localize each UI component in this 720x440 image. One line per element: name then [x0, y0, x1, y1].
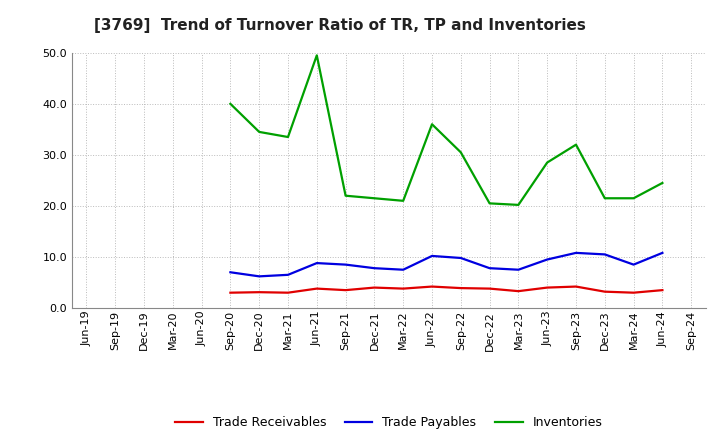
- Trade Receivables: [428, 284, 436, 289]
- Trade Payables: [572, 250, 580, 256]
- Inventories: [312, 53, 321, 58]
- Trade Payables: [600, 252, 609, 257]
- Trade Payables: [370, 266, 379, 271]
- Trade Receivables: [284, 290, 292, 295]
- Inventories: [485, 201, 494, 206]
- Trade Receivables: [658, 287, 667, 293]
- Trade Payables: [341, 262, 350, 267]
- Trade Payables: [514, 267, 523, 272]
- Line: Inventories: Inventories: [230, 55, 662, 205]
- Trade Receivables: [226, 290, 235, 295]
- Trade Payables: [428, 253, 436, 259]
- Trade Receivables: [572, 284, 580, 289]
- Legend: Trade Receivables, Trade Payables, Inventories: Trade Receivables, Trade Payables, Inven…: [170, 411, 608, 434]
- Trade Payables: [629, 262, 638, 267]
- Line: Trade Payables: Trade Payables: [230, 253, 662, 276]
- Inventories: [572, 142, 580, 147]
- Inventories: [399, 198, 408, 203]
- Inventories: [543, 160, 552, 165]
- Inventories: [629, 196, 638, 201]
- Trade Receivables: [543, 285, 552, 290]
- Inventories: [658, 180, 667, 186]
- Line: Trade Receivables: Trade Receivables: [230, 286, 662, 293]
- Trade Payables: [485, 266, 494, 271]
- Trade Payables: [658, 250, 667, 256]
- Text: [3769]  Trend of Turnover Ratio of TR, TP and Inventories: [3769] Trend of Turnover Ratio of TR, TP…: [94, 18, 585, 33]
- Trade Receivables: [370, 285, 379, 290]
- Inventories: [370, 196, 379, 201]
- Trade Payables: [312, 260, 321, 266]
- Trade Payables: [284, 272, 292, 278]
- Inventories: [284, 134, 292, 139]
- Trade Receivables: [399, 286, 408, 291]
- Trade Payables: [255, 274, 264, 279]
- Trade Receivables: [312, 286, 321, 291]
- Trade Receivables: [600, 289, 609, 294]
- Inventories: [226, 101, 235, 106]
- Trade Receivables: [485, 286, 494, 291]
- Trade Payables: [456, 255, 465, 260]
- Inventories: [255, 129, 264, 135]
- Trade Receivables: [341, 287, 350, 293]
- Inventories: [600, 196, 609, 201]
- Trade Payables: [399, 267, 408, 272]
- Trade Receivables: [629, 290, 638, 295]
- Inventories: [428, 121, 436, 127]
- Trade Receivables: [255, 290, 264, 295]
- Inventories: [456, 150, 465, 155]
- Trade Payables: [226, 270, 235, 275]
- Trade Payables: [543, 257, 552, 262]
- Trade Receivables: [456, 286, 465, 291]
- Trade Receivables: [514, 289, 523, 294]
- Inventories: [341, 193, 350, 198]
- Inventories: [514, 202, 523, 208]
